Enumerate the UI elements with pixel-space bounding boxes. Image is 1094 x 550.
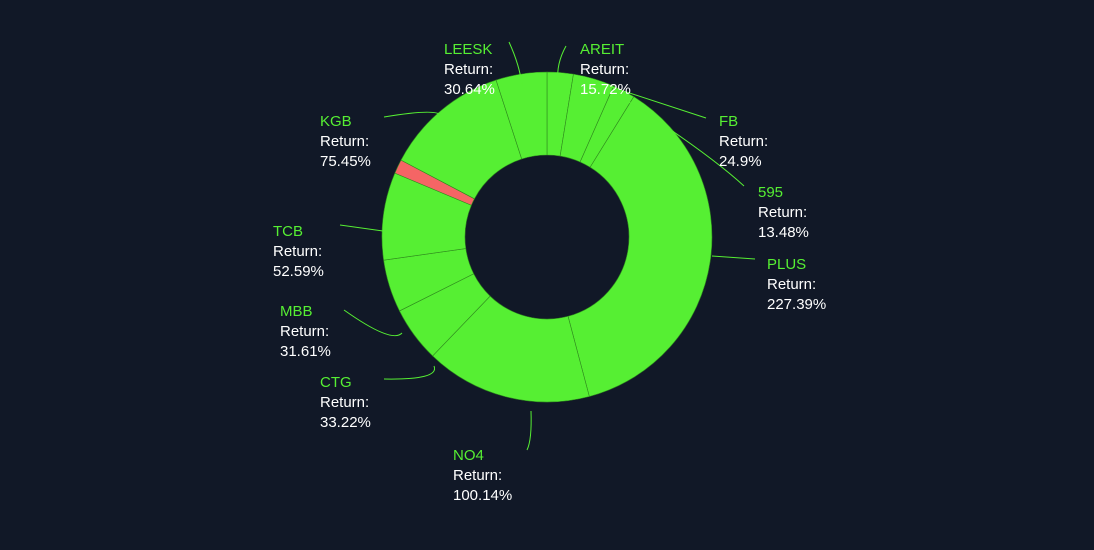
slice-label-caption: Return: <box>767 276 816 293</box>
leader-line-leesk <box>508 41 523 87</box>
slice-label-value: 24.9% <box>719 153 762 170</box>
slice-label-caption: Return: <box>273 243 322 260</box>
slice-label-value: 30.64% <box>444 81 495 98</box>
slice-label-caption: Return: <box>719 133 768 150</box>
slice-label-caption: Return: <box>320 394 369 411</box>
slices-layer <box>381 71 713 403</box>
slice-label-595: 595 Return: 13.48% <box>758 184 809 241</box>
slice-label-value: 33.22% <box>320 414 371 431</box>
slice-label-fb: FB Return: 24.9% <box>719 113 768 170</box>
slice-label-name: MBB <box>280 303 313 320</box>
slice-label-value: 100.14% <box>453 487 512 504</box>
slice-label-caption: Return: <box>580 61 629 78</box>
slice-label-caption: Return: <box>758 204 807 221</box>
leader-line-595 <box>606 87 745 187</box>
leader-lines-layer <box>339 41 756 451</box>
slice-label-value: 13.48% <box>758 224 809 241</box>
slice-label-value: 15.72% <box>580 81 631 98</box>
slice-label-name: TCB <box>273 223 303 240</box>
leader-line-mbb <box>343 309 403 337</box>
slice-label-leesk: LEESK Return: 30.64% <box>444 41 495 98</box>
slice-label-name: KGB <box>320 113 352 130</box>
slice-label-caption: Return: <box>280 323 329 340</box>
slice-label-name: NO4 <box>453 447 484 464</box>
slice-label-value: 227.39% <box>767 296 826 313</box>
slice-label-mbb: MBB Return: 31.61% <box>280 303 331 360</box>
slice-label-kgb: KGB Return: 75.45% <box>320 113 371 170</box>
slice-leesk[interactable] <box>495 71 548 160</box>
slice-label-caption: Return: <box>444 61 493 78</box>
slice-label-name: 595 <box>758 184 783 201</box>
slice-plus[interactable] <box>567 96 713 397</box>
slice-label-name: CTG <box>320 374 352 391</box>
slice-label-plus: PLUS Return: 227.39% <box>767 256 826 313</box>
leader-line-fb <box>595 81 707 119</box>
labels-layer: AREIT Return: 15.72% FB Return: 24.9% 595 Retur… <box>273 41 826 504</box>
leader-line-areit <box>557 45 567 83</box>
slice-label-name: FB <box>719 113 738 130</box>
slice-label-name: PLUS <box>767 256 806 273</box>
slice-label-name: LEESK <box>444 41 492 58</box>
leader-line-ctg <box>383 365 436 380</box>
slice-label-value: 75.45% <box>320 153 371 170</box>
slice-label-value: 31.61% <box>280 343 331 360</box>
leader-line-tcb <box>339 224 384 232</box>
slice-label-name: AREIT <box>580 41 624 58</box>
slice-label-caption: Return: <box>453 467 502 484</box>
slice-label-caption: Return: <box>320 133 369 150</box>
slice-label-tcb: TCB Return: 52.59% <box>273 223 324 280</box>
leader-line-no4 <box>526 410 532 451</box>
slice-label-areit: AREIT Return: 15.72% <box>580 41 631 98</box>
leader-line-kgb <box>383 111 442 118</box>
slice-label-ctg: CTG Return: 33.22% <box>320 374 371 431</box>
slice-label-value: 52.59% <box>273 263 324 280</box>
leader-line-plus <box>711 255 756 260</box>
slice-label-no4: NO4 Return: 100.14% <box>453 447 512 504</box>
